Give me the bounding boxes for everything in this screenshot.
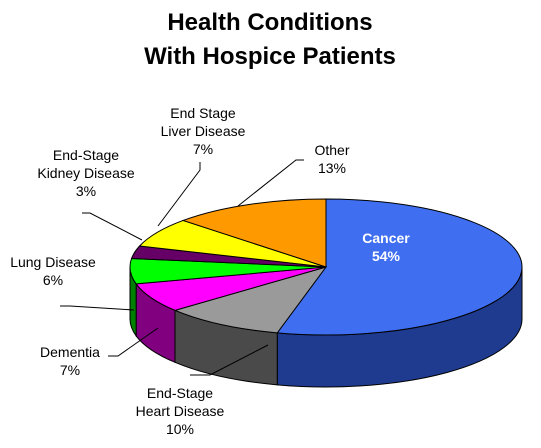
leader-line-end-stage-kidney-disease: [82, 212, 143, 241]
leader-line-end-stage-heart-disease: [190, 344, 269, 376]
leader-lines: [60, 159, 304, 376]
title-line-2: With Hospice Patients: [144, 43, 396, 70]
pie-tops: [129, 198, 523, 336]
leader-line-end-stage-liver-disease: [157, 162, 201, 227]
slice-end-stage-heart-disease: [173, 266, 328, 334]
leader-line-other: [237, 159, 304, 207]
pie-sides: [129, 266, 523, 388]
slice-name: Other: [314, 142, 349, 158]
slice-name: End Stage: [170, 105, 236, 121]
slice-name: Cancer: [362, 230, 410, 246]
leader-line-dementia: [108, 327, 159, 357]
label-cancer: Cancer 54%: [362, 230, 410, 264]
label-end-stage-liver-disease: End Stage Liver Disease 7%: [161, 105, 246, 157]
slice-percent: 7%: [60, 362, 80, 378]
slice-name: End-Stage: [53, 147, 119, 163]
slice-name: Heart Disease: [136, 403, 225, 419]
slice-percent: 10%: [166, 421, 194, 437]
slice-percent: 6%: [43, 272, 63, 288]
slice-other: [181, 198, 327, 268]
slice-name: Liver Disease: [161, 123, 246, 139]
label-dementia: Dementia 7%: [40, 344, 100, 378]
chart-title: Health Conditions With Hospice Patients: [144, 9, 396, 70]
slice-name: Kidney Disease: [37, 165, 134, 181]
slice-percent: 7%: [193, 141, 213, 157]
slice-name: Lung Disease: [10, 254, 96, 270]
title-line-1: Health Conditions: [167, 9, 372, 36]
slice-name: End-Stage: [147, 385, 213, 401]
leader-line-lung-disease: [60, 305, 135, 311]
label-lung-disease: Lung Disease 6%: [10, 254, 96, 288]
slice-cancer: [276, 198, 523, 336]
label-other: Other 13%: [314, 142, 349, 176]
slice-percent: 3%: [76, 183, 96, 199]
label-end-stage-heart-disease: End-Stage Heart Disease 10%: [136, 385, 225, 437]
slice-percent: 13%: [318, 160, 346, 176]
label-end-stage-kidney-disease: End-Stage Kidney Disease 3%: [37, 147, 134, 199]
slice-name: Dementia: [40, 344, 100, 360]
slice-labels: Cancer 54% End-Stage Heart Disease 10% Dement…: [10, 105, 410, 437]
slice-percent: 54%: [372, 248, 401, 264]
